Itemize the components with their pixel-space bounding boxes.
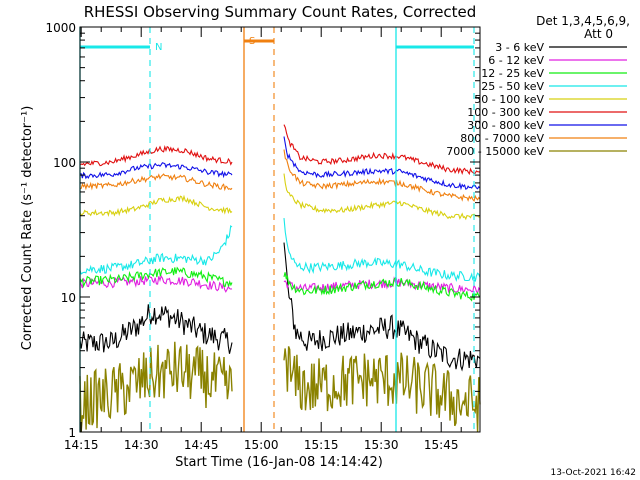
x-tick-label-5: 15:15 — [304, 438, 339, 452]
legend-header-line-2: Att 0 — [584, 27, 613, 41]
legend-label-2: 6 - 12 keV — [488, 54, 544, 67]
series-2-line-2 — [283, 276, 481, 295]
y-tick-label-3: 100 — [53, 156, 76, 170]
y-axis-label-text: Corrected Count Rate (s⁻¹ detector⁻¹) — [20, 106, 35, 351]
series-3-line-1 — [79, 266, 233, 289]
series-4-line-2 — [283, 218, 481, 283]
annotation-label-3: S — [249, 36, 255, 47]
series-1-line-1 — [79, 304, 233, 354]
legend-label-3: 12 - 25 keV — [481, 67, 544, 80]
plot-frame — [79, 26, 481, 433]
legend-label-7: 300 - 800 keV — [467, 119, 544, 132]
x-tick-label-2: 14:30 — [124, 438, 159, 452]
legend-label-8: 800 - 7000 keV — [460, 132, 544, 145]
legend-label-1: 3 - 6 keV — [495, 41, 544, 54]
x-tick-label-3: 14:45 — [184, 438, 219, 452]
legend-label-4: 25 - 50 keV — [481, 80, 544, 93]
y-tick-label-2: 10 — [61, 291, 76, 305]
annotation-1: N — [79, 27, 162, 432]
chart-title: RHESSI Observing Summary Count Rates, Co… — [84, 3, 477, 21]
x-tick-label-4: 15:00 — [244, 438, 279, 452]
series-5-line-1 — [79, 194, 233, 217]
series-1-line-2 — [283, 242, 481, 372]
series-2 — [79, 274, 481, 295]
legend-label-5: 50 - 100 keV — [474, 93, 544, 106]
annotation-3: S — [243, 27, 275, 432]
series-4 — [79, 218, 481, 283]
series-3-line-2 — [283, 272, 481, 302]
y-tick-label-4: 1000 — [45, 21, 76, 35]
series-8-line-2 — [283, 149, 481, 202]
series-2-line-1 — [79, 274, 233, 293]
x-tick-label-1: 14:15 — [64, 438, 99, 452]
series-6-line-2 — [283, 124, 481, 176]
x-tick-label-7: 15:45 — [424, 438, 459, 452]
series-1 — [79, 242, 481, 372]
series-5 — [79, 173, 481, 221]
series-4-line-1 — [79, 224, 233, 275]
x-tick-label-6: 15:30 — [364, 438, 399, 452]
series-5-line-2 — [283, 173, 481, 221]
legend-header-line-1: Det 1,3,4,5,6,9, — [536, 14, 630, 28]
series-8 — [79, 149, 481, 202]
plot-area: N S 1 10 100 1000 14:15 14:30 14:45 15:00 15:15 15:… — [45, 21, 481, 452]
legend-label-6: 100 - 300 keV — [467, 106, 544, 119]
series-3 — [79, 266, 481, 302]
series-9-line-2 — [283, 346, 481, 433]
annotation-2 — [395, 27, 475, 432]
series-7 — [79, 136, 481, 191]
footer-date: 13-Oct-2021 16:42 — [551, 468, 636, 478]
series-8-line-1 — [79, 173, 233, 192]
series-7-line-1 — [79, 162, 233, 180]
y-tick-label-1: 1 — [68, 426, 76, 440]
y-axis-label: Corrected Count Rate (s⁻¹ detector⁻¹) — [20, 106, 35, 351]
series-6 — [79, 124, 481, 176]
series-9-line-1 — [79, 341, 233, 433]
annotation-label-1: N — [155, 42, 162, 53]
x-axis-label: Start Time (16-Jan-08 14:14:42) — [175, 455, 383, 470]
legend-label-9: 7000 - 15000 keV — [446, 145, 544, 158]
series-6-line-1 — [79, 144, 233, 167]
series-7-line-2 — [283, 136, 481, 191]
series-9 — [79, 341, 481, 433]
